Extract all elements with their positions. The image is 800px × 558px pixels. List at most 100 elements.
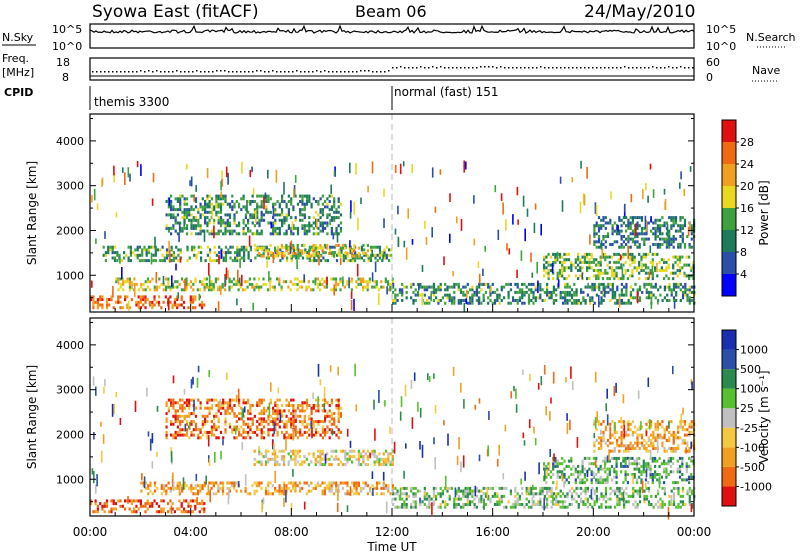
heatmap-cell	[499, 487, 501, 490]
heatmap-cell	[478, 498, 480, 501]
heatmap-cell	[269, 280, 271, 291]
heatmap-cell	[335, 244, 337, 247]
heatmap-cell	[551, 492, 553, 495]
heatmap-cell	[598, 283, 600, 286]
heatmap-cell	[559, 462, 561, 465]
heatmap-cell	[600, 495, 602, 498]
heatmap-cell	[358, 252, 360, 255]
heatmap-cell	[181, 227, 183, 230]
heatmap-cell	[294, 487, 296, 490]
heatmap-cell	[652, 447, 654, 450]
heatmap-cell	[691, 232, 693, 235]
heatmap-cell	[237, 270, 239, 281]
freq-dot	[520, 67, 522, 69]
heatmap-cell	[657, 420, 659, 423]
heatmap-cell	[281, 211, 283, 214]
heatmap-cell	[435, 288, 437, 291]
heatmap-cell	[302, 257, 304, 260]
heatmap-cell	[410, 286, 412, 289]
heatmap-cell	[295, 431, 297, 434]
heatmap-cell	[675, 238, 677, 241]
heatmap-cell	[469, 500, 471, 503]
heatmap-cell	[609, 261, 611, 264]
heatmap-cell	[353, 492, 355, 495]
heatmap-cell	[153, 298, 155, 301]
heatmap-cell	[675, 230, 677, 233]
heatmap-cell	[291, 241, 293, 247]
heatmap-cell	[136, 283, 138, 286]
heatmap-cell	[225, 259, 227, 262]
heatmap-cell	[625, 434, 627, 437]
heatmap-cell	[229, 423, 231, 426]
heatmap-cell	[274, 232, 276, 235]
heatmap-cell	[608, 449, 610, 461]
heatmap-cell	[288, 224, 290, 227]
heatmap-cell	[647, 266, 649, 269]
heatmap-cell	[202, 484, 204, 487]
heatmap-cell	[285, 280, 287, 283]
heatmap-cell	[299, 200, 301, 203]
heatmap-cell	[254, 463, 256, 466]
heatmap-cell	[621, 487, 623, 490]
heatmap-cell	[515, 389, 517, 399]
heatmap-cell	[210, 288, 212, 291]
heatmap-cell	[598, 288, 600, 291]
heatmap-cell	[248, 257, 250, 260]
heatmap-cell	[598, 235, 600, 238]
heatmap-cell	[546, 490, 548, 493]
heatmap-cell	[656, 460, 658, 463]
heatmap-cell	[690, 269, 692, 272]
heatmap-cell	[297, 415, 299, 418]
heatmap-cell	[609, 468, 611, 471]
heatmap-cell	[151, 304, 153, 307]
heatmap-cell	[243, 428, 245, 431]
heatmap-cell	[690, 460, 692, 463]
heatmap-cell	[281, 455, 283, 458]
heatmap-cell	[331, 401, 333, 404]
heatmap-cell	[639, 232, 641, 235]
heatmap-cell	[177, 426, 179, 429]
heatmap-cell	[301, 200, 303, 203]
heatmap-cell	[233, 487, 235, 490]
heatmap-cell	[452, 271, 454, 276]
heatmap-cell	[666, 428, 668, 431]
heatmap-cell	[686, 462, 688, 465]
heatmap-cell	[315, 428, 317, 431]
heatmap-cell	[680, 171, 682, 179]
heatmap-cell	[476, 495, 478, 498]
heatmap-cell	[303, 244, 305, 247]
heatmap-cell	[224, 420, 226, 423]
heatmap-cell	[485, 291, 487, 294]
heatmap-cell	[677, 256, 679, 259]
heatmap-cell	[181, 304, 183, 307]
heatmap-cell	[542, 487, 544, 490]
heatmap-cell	[664, 296, 666, 299]
heatmap-cell	[129, 288, 131, 291]
heatmap-cell	[517, 500, 519, 503]
heatmap-cell	[634, 462, 636, 465]
heatmap-cell	[645, 264, 647, 267]
heatmap-cell	[552, 481, 554, 484]
heatmap-cell	[269, 458, 271, 461]
heatmap-cell	[360, 463, 362, 466]
heatmap-cell	[691, 227, 693, 230]
heatmap-cell	[296, 278, 298, 281]
heatmap-cell	[163, 490, 165, 493]
heatmap-cell	[149, 301, 151, 304]
heatmap-cell	[665, 274, 667, 277]
heatmap-cell	[570, 269, 572, 272]
heatmap-cell	[551, 296, 553, 299]
heatmap-cell	[115, 301, 117, 304]
freq-dot	[504, 67, 506, 69]
heatmap-cell	[589, 234, 591, 244]
heatmap-cell	[157, 248, 159, 251]
heatmap-cell	[614, 240, 616, 243]
heatmap-cell	[295, 219, 297, 222]
heatmap-cell	[248, 251, 250, 254]
heatmap-cell	[360, 198, 362, 204]
heatmap-cell	[335, 404, 337, 407]
heatmap-cell	[383, 452, 385, 455]
heatmap-cell	[650, 473, 652, 476]
heatmap-cell	[183, 510, 185, 513]
heatmap-cell	[232, 259, 234, 262]
